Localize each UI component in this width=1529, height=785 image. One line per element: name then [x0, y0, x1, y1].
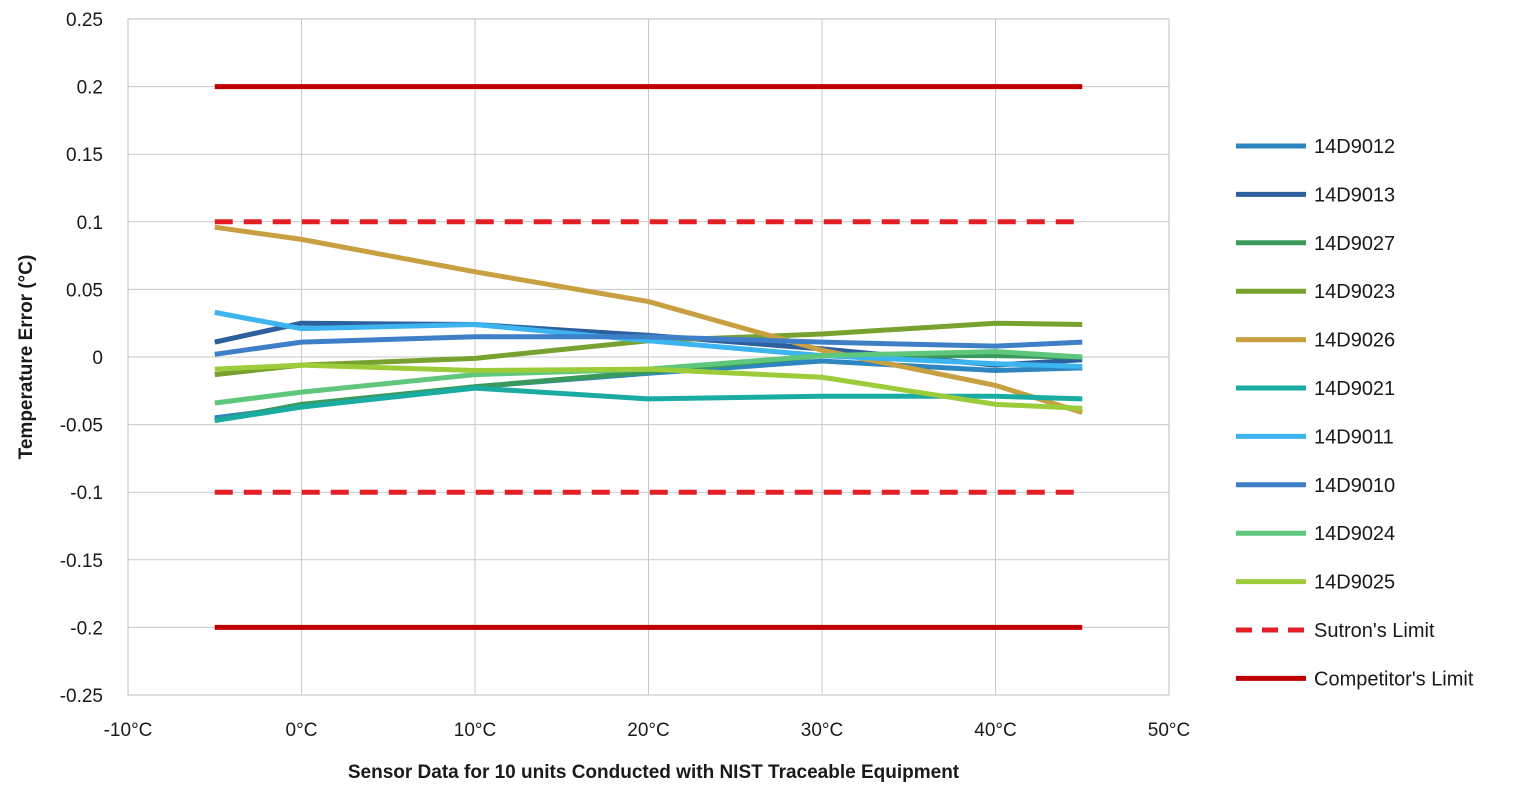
y-tick-label: 0 — [92, 348, 103, 369]
series-line-14d9027 — [214, 353, 1083, 423]
legend-label-14d9011: 14D9011 — [1314, 426, 1394, 448]
limit-lines — [214, 84, 1083, 630]
series-line-14d9010 — [214, 334, 1083, 357]
x-tick-label: 20°C — [627, 720, 669, 741]
y-tick-label: -0.2 — [70, 618, 103, 639]
legend: 14D9012 14D9013 14D9027 14D9023 14D9026 14D90… — [1236, 136, 1474, 690]
y-tick-label: -0.1 — [70, 483, 103, 504]
y-tick-label: 0.2 — [77, 78, 103, 99]
legend-label-14d9024: 14D9024 — [1314, 523, 1395, 545]
series-line-14d9021 — [214, 385, 1083, 424]
x-tick-label: -10°C — [104, 720, 153, 741]
y-tick-label: 0.15 — [66, 145, 103, 166]
y-tick-label: -0.05 — [60, 416, 103, 437]
y-axis-title: Temperature Error (°C) — [16, 255, 37, 460]
x-tick-label: 50°C — [1148, 720, 1190, 741]
x-tick-label: 0°C — [286, 720, 318, 741]
y-tick-label: 0.05 — [66, 280, 103, 301]
legend-label-14d9013: 14D9013 — [1314, 184, 1395, 206]
legend-label-14d9012: 14D9012 — [1314, 136, 1395, 158]
plot-area-frame — [127, 18, 1170, 696]
legend-label-14d9025: 14D9025 — [1314, 572, 1395, 594]
x-tick-label: 40°C — [974, 720, 1016, 741]
y-tick-label: -0.25 — [60, 686, 103, 707]
y-tick-label: 0.25 — [66, 10, 103, 31]
legend-label-14d9010: 14D9010 — [1314, 475, 1395, 497]
y-tick-label: -0.15 — [60, 551, 103, 572]
x-axis-tick-labels: -10°C 0°C 10°C 20°C 30°C 40°C 50°C — [104, 720, 1191, 741]
legend-label-14d9027: 14D9027 — [1314, 233, 1395, 255]
series-line-14d9011 — [214, 309, 1083, 369]
legend-label-competitor-s-limit: Competitor's Limit — [1314, 668, 1474, 690]
data-series — [214, 224, 1083, 424]
x-tick-label: 10°C — [454, 720, 496, 741]
legend-label-sutron-s-limit: Sutron's Limit — [1314, 620, 1435, 642]
series-line-14d9026 — [214, 224, 1083, 415]
legend-label-14d9026: 14D9026 — [1314, 330, 1395, 352]
y-axis-tick-labels: -0.25 -0.2 -0.15 -0.1 -0.05 0 0.05 0.1 0.15 0.2 0.… — [60, 10, 103, 707]
legend-label-14d9023: 14D9023 — [1314, 281, 1395, 303]
legend-label-14d9021: 14D9021 — [1314, 378, 1395, 400]
x-axis-title: Sensor Data for 10 units Conducted with … — [348, 762, 960, 783]
y-tick-label: 0.1 — [77, 213, 103, 234]
series-line-14d9025 — [214, 362, 1083, 411]
x-tick-label: 30°C — [801, 720, 843, 741]
